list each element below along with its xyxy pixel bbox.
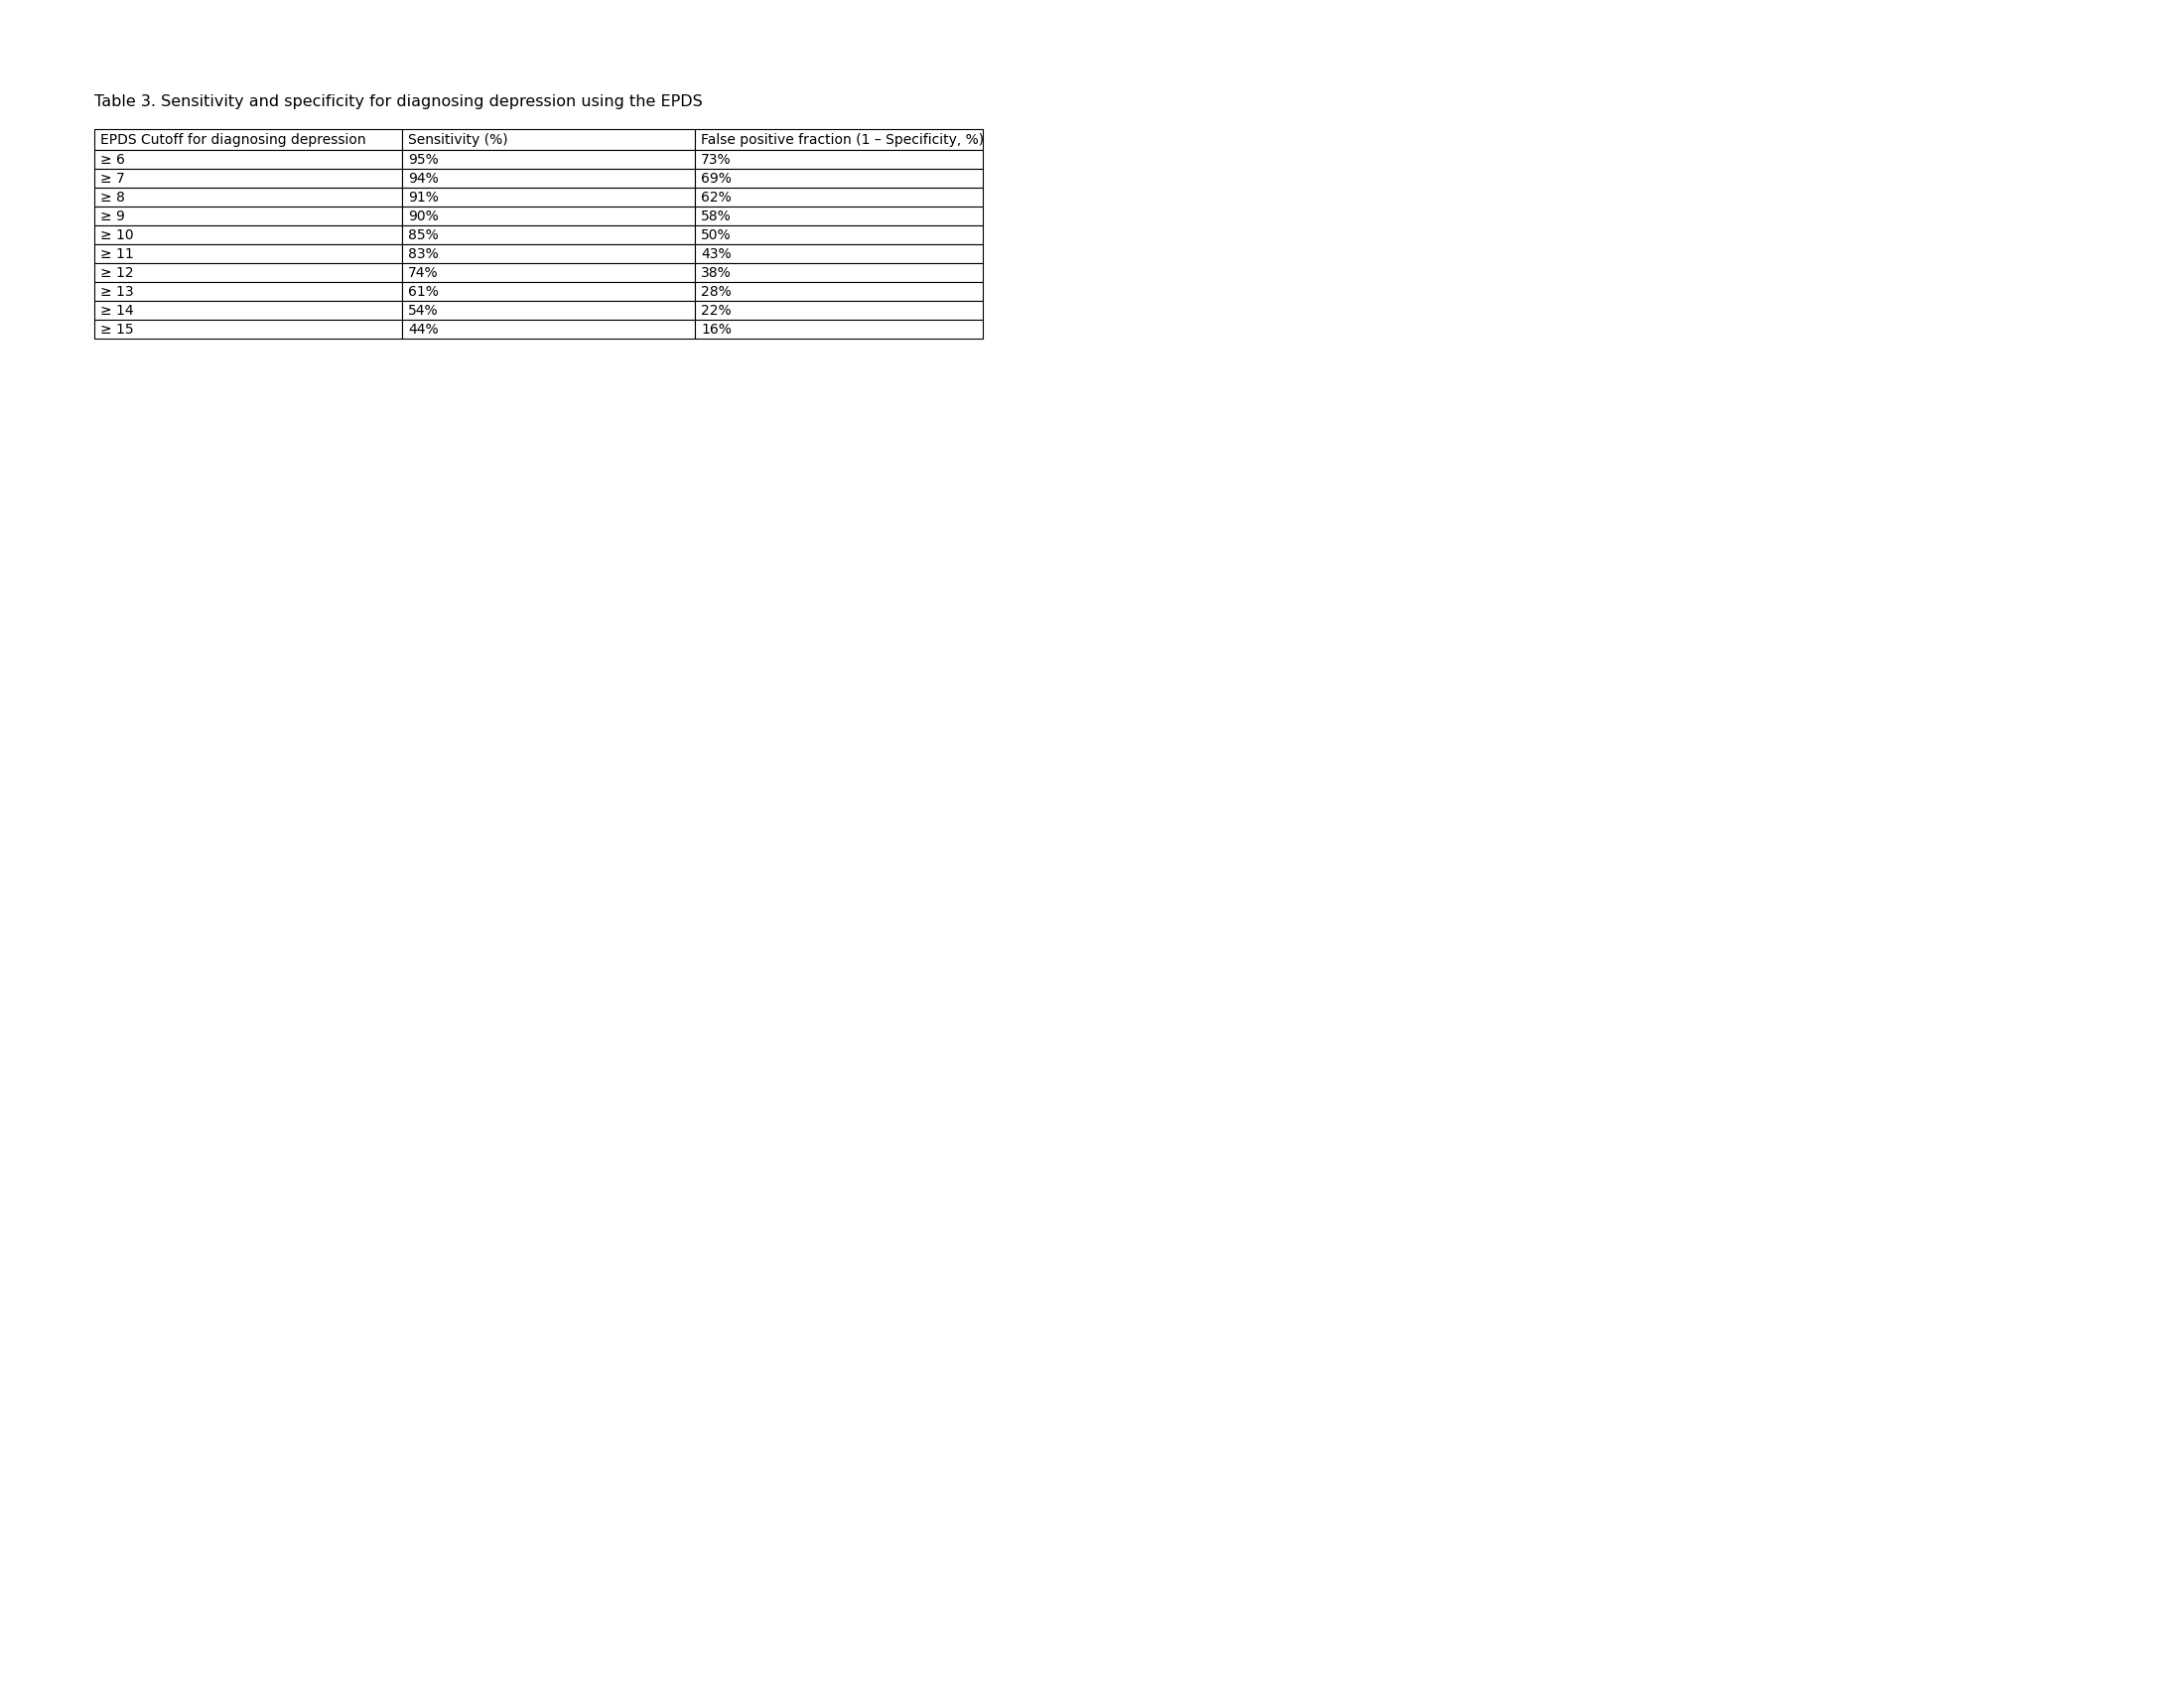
Text: ≥ 15: ≥ 15 bbox=[100, 322, 133, 336]
Bar bbox=[695, 226, 983, 245]
Text: 38%: 38% bbox=[701, 265, 732, 280]
Text: ≥ 11: ≥ 11 bbox=[100, 246, 133, 260]
Text: ≥ 14: ≥ 14 bbox=[100, 304, 133, 317]
Bar bbox=[402, 128, 695, 150]
Text: 95%: 95% bbox=[408, 152, 439, 167]
Bar bbox=[94, 263, 402, 282]
Text: ≥ 6: ≥ 6 bbox=[100, 152, 124, 167]
Text: 54%: 54% bbox=[408, 304, 439, 317]
Bar bbox=[402, 187, 695, 206]
Bar bbox=[402, 206, 695, 226]
Text: 16%: 16% bbox=[701, 322, 732, 336]
Text: 28%: 28% bbox=[701, 285, 732, 299]
Bar bbox=[402, 300, 695, 319]
Text: False positive fraction (1 – Specificity, %): False positive fraction (1 – Specificity… bbox=[701, 133, 985, 147]
Bar bbox=[94, 226, 402, 245]
Text: Table 3. Sensitivity and specificity for diagnosing depression using the EPDS: Table 3. Sensitivity and specificity for… bbox=[94, 95, 703, 110]
Bar bbox=[695, 206, 983, 226]
Text: ≥ 9: ≥ 9 bbox=[100, 209, 124, 223]
Bar bbox=[94, 206, 402, 226]
Text: ≥ 7: ≥ 7 bbox=[100, 170, 124, 186]
Text: 94%: 94% bbox=[408, 170, 439, 186]
Bar bbox=[94, 282, 402, 300]
Text: 62%: 62% bbox=[701, 191, 732, 204]
Text: 22%: 22% bbox=[701, 304, 732, 317]
Bar bbox=[695, 300, 983, 319]
Text: ≥ 13: ≥ 13 bbox=[100, 285, 133, 299]
Bar bbox=[402, 226, 695, 245]
Text: 85%: 85% bbox=[408, 228, 439, 241]
Text: ≥ 10: ≥ 10 bbox=[100, 228, 133, 241]
Text: 43%: 43% bbox=[701, 246, 732, 260]
Text: 83%: 83% bbox=[408, 246, 439, 260]
Bar bbox=[695, 187, 983, 206]
Text: EPDS Cutoff for diagnosing depression: EPDS Cutoff for diagnosing depression bbox=[100, 133, 367, 147]
Text: Sensitivity (%): Sensitivity (%) bbox=[408, 133, 509, 147]
Text: 73%: 73% bbox=[701, 152, 732, 167]
Bar bbox=[695, 319, 983, 339]
Bar bbox=[695, 282, 983, 300]
Bar bbox=[695, 245, 983, 263]
Text: 61%: 61% bbox=[408, 285, 439, 299]
Bar bbox=[402, 150, 695, 169]
Text: 50%: 50% bbox=[701, 228, 732, 241]
Text: 69%: 69% bbox=[701, 170, 732, 186]
Bar bbox=[94, 319, 402, 339]
Bar bbox=[94, 300, 402, 319]
Bar bbox=[695, 128, 983, 150]
Bar bbox=[695, 150, 983, 169]
Bar bbox=[402, 169, 695, 187]
Text: 74%: 74% bbox=[408, 265, 439, 280]
Bar bbox=[94, 187, 402, 206]
Text: ≥ 12: ≥ 12 bbox=[100, 265, 133, 280]
Text: 90%: 90% bbox=[408, 209, 439, 223]
Bar bbox=[94, 150, 402, 169]
Bar bbox=[402, 245, 695, 263]
Bar bbox=[94, 245, 402, 263]
Bar bbox=[94, 169, 402, 187]
Bar bbox=[695, 263, 983, 282]
Text: 58%: 58% bbox=[701, 209, 732, 223]
Bar bbox=[402, 319, 695, 339]
Text: 44%: 44% bbox=[408, 322, 439, 336]
Bar bbox=[402, 282, 695, 300]
Bar bbox=[402, 263, 695, 282]
Bar bbox=[94, 128, 402, 150]
Text: 91%: 91% bbox=[408, 191, 439, 204]
Bar bbox=[695, 169, 983, 187]
Text: ≥ 8: ≥ 8 bbox=[100, 191, 124, 204]
